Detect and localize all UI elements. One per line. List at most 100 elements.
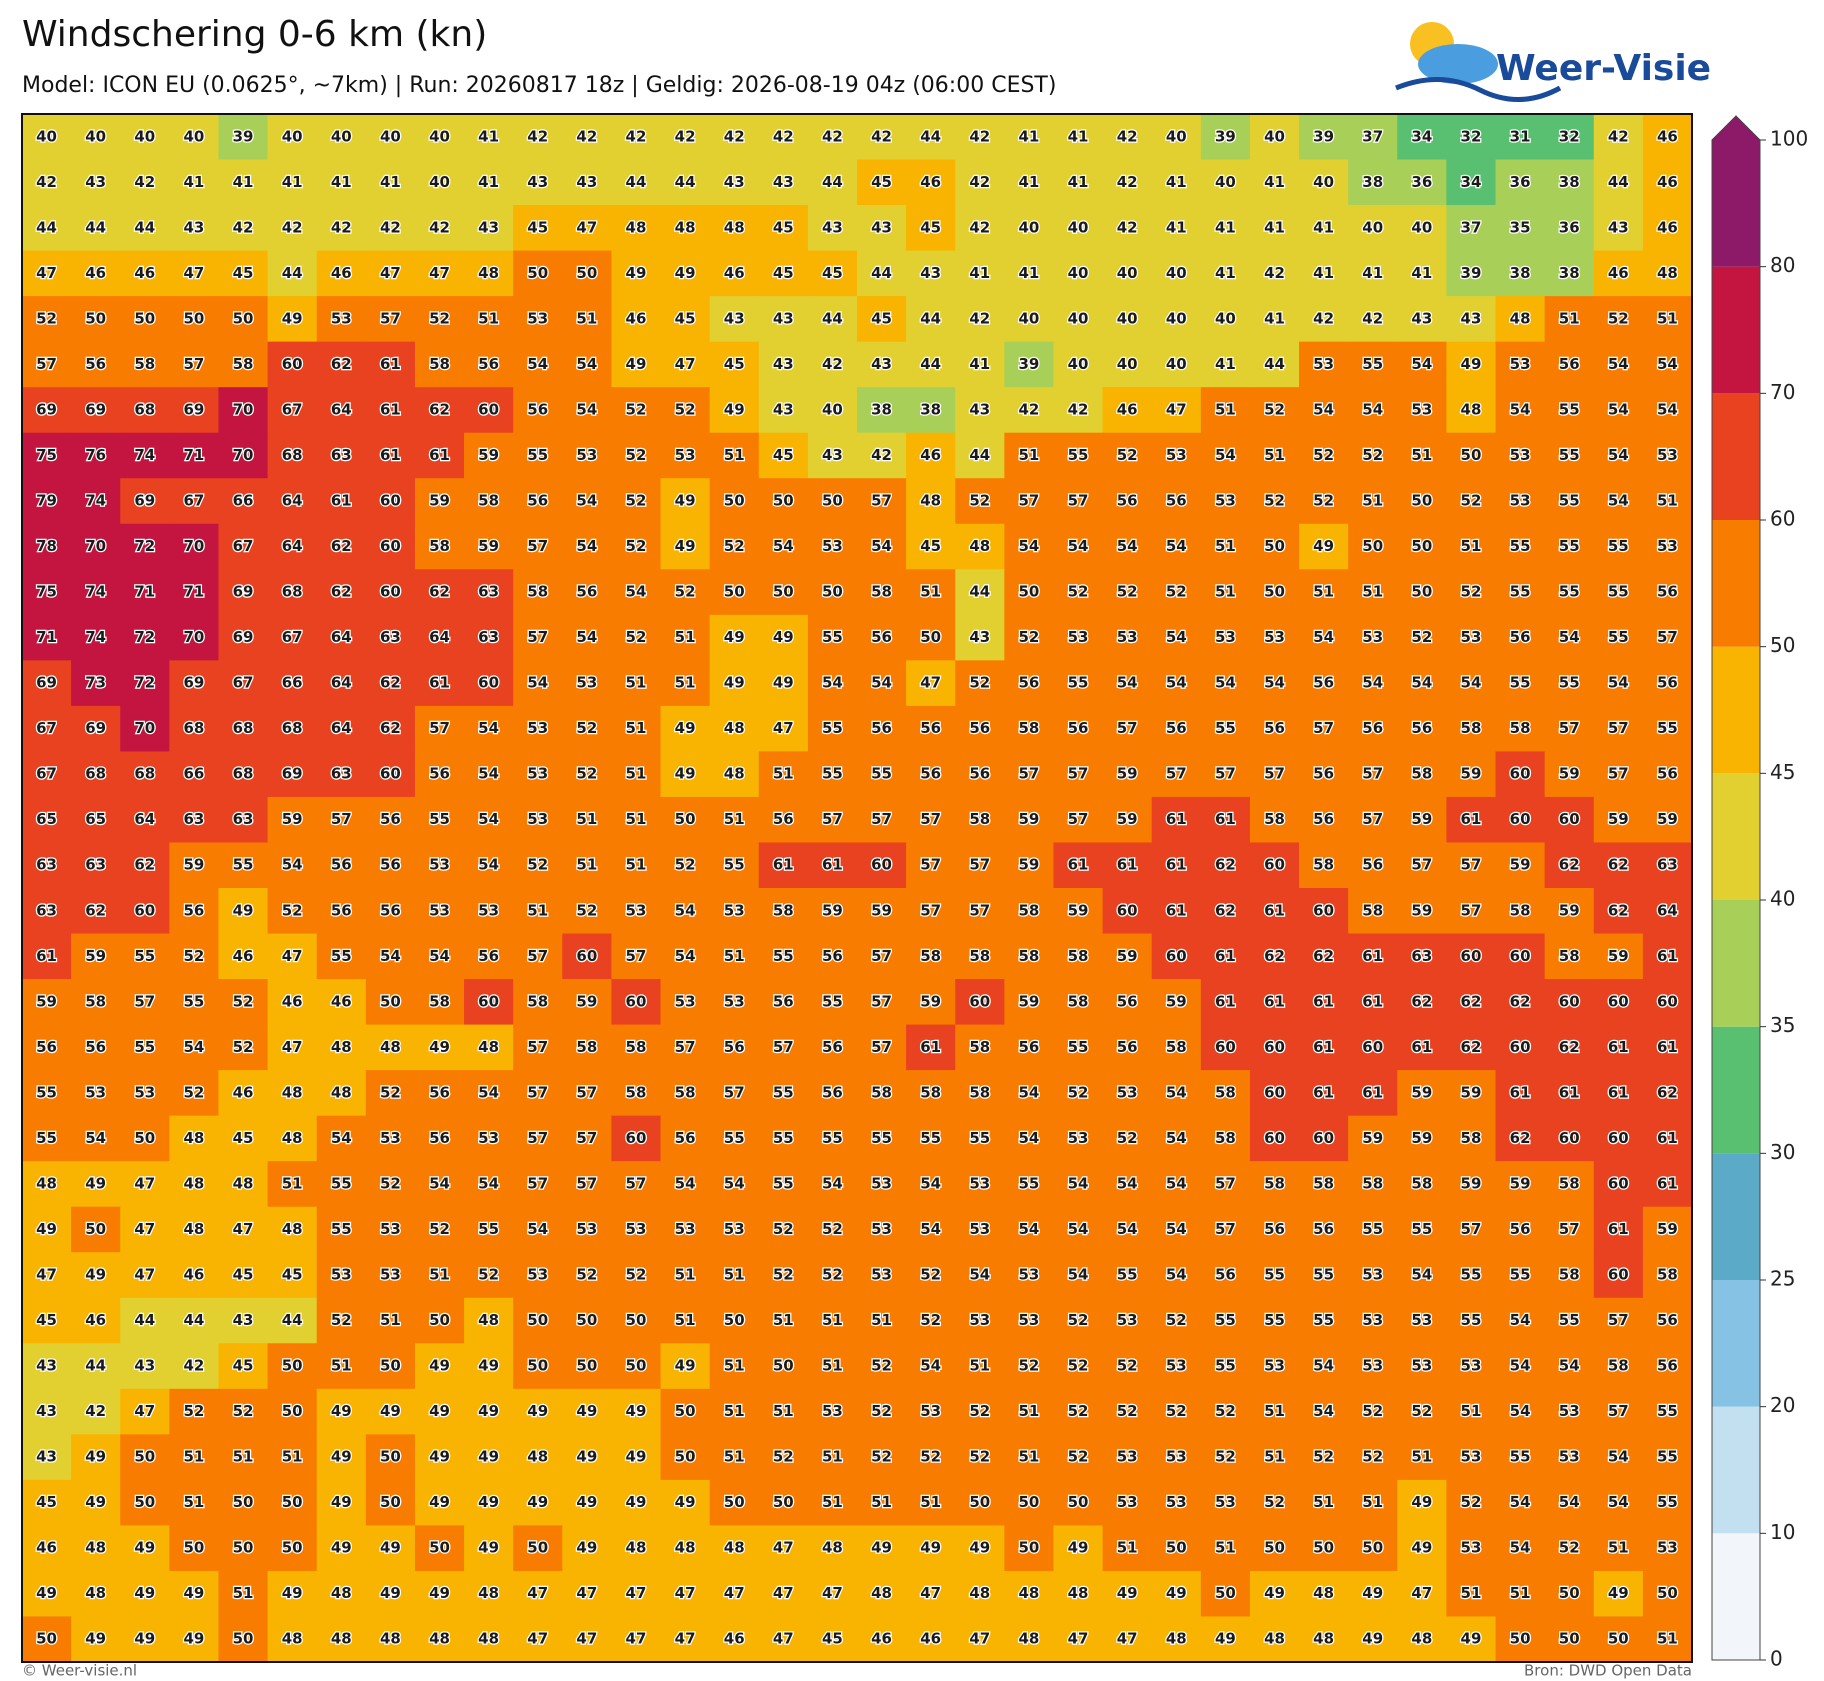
cell-value: 42	[1117, 173, 1138, 191]
cell	[1446, 296, 1497, 343]
cell	[267, 1115, 318, 1162]
cell-value: 50	[85, 309, 106, 327]
cell-value: 37	[1461, 218, 1482, 236]
cell-value: 49	[380, 1539, 401, 1557]
cell-value: 61	[380, 446, 401, 464]
cell-value: 49	[724, 628, 745, 646]
cell	[906, 205, 956, 252]
cell-value: 53	[920, 1402, 941, 1420]
cell	[1102, 1024, 1153, 1071]
cell-value: 42	[1362, 309, 1383, 327]
cell-value: 55	[871, 1129, 892, 1147]
cell	[562, 660, 612, 707]
cell	[316, 705, 367, 752]
cell-value: 47	[773, 719, 794, 737]
cell	[611, 1024, 662, 1071]
cell	[1151, 705, 1202, 752]
cell	[365, 705, 416, 752]
cell-value: 54	[1166, 1129, 1187, 1147]
cell-value: 49	[1362, 1630, 1383, 1648]
cell-value: 40	[1362, 218, 1383, 236]
cell	[807, 796, 858, 843]
cell	[709, 1206, 760, 1253]
cell	[660, 1070, 711, 1117]
cell	[1102, 432, 1153, 479]
colorbar-band	[1712, 393, 1760, 520]
cell-value: 47	[527, 1584, 548, 1602]
cell	[365, 341, 416, 388]
cell	[169, 1161, 219, 1208]
cell	[1200, 159, 1251, 206]
cell-value: 53	[724, 992, 745, 1010]
cell	[611, 341, 662, 388]
cell	[169, 250, 219, 297]
cell-value: 51	[233, 1584, 254, 1602]
cell-value: 39	[1018, 355, 1039, 373]
cell	[120, 341, 170, 388]
cell	[1446, 432, 1497, 479]
cell	[1053, 523, 1104, 570]
cell	[169, 296, 219, 343]
cell	[758, 751, 809, 798]
cell-value: 62	[331, 355, 352, 373]
cell-value: 46	[233, 947, 254, 965]
cell-value: 49	[675, 719, 696, 737]
cell-value: 51	[1608, 1539, 1629, 1557]
cell-value: 61	[1313, 992, 1334, 1010]
cell-value: 52	[380, 1174, 401, 1192]
cell	[316, 1252, 367, 1299]
cell	[1102, 796, 1153, 843]
cell-value: 45	[233, 1357, 254, 1375]
cell	[1200, 341, 1251, 388]
cell	[1495, 478, 1546, 525]
cell-value: 54	[331, 1129, 352, 1147]
cell-value: 44	[920, 355, 941, 373]
cell	[660, 296, 711, 343]
cell-value: 59	[1117, 947, 1138, 965]
cell	[1200, 296, 1251, 343]
cell	[955, 1070, 1005, 1117]
cell-value: 42	[1018, 400, 1039, 418]
cell	[513, 523, 563, 570]
cell	[464, 478, 514, 525]
cell	[414, 296, 465, 343]
cell	[758, 569, 809, 616]
cell	[660, 751, 711, 798]
cell-value: 53	[527, 810, 548, 828]
cell	[807, 1115, 858, 1162]
cell-value: 53	[1461, 628, 1482, 646]
cell-value: 52	[1068, 1357, 1089, 1375]
cell-value: 42	[969, 173, 990, 191]
cell-value: 43	[871, 218, 892, 236]
cell	[611, 979, 662, 1026]
cell	[22, 979, 72, 1026]
cell	[1348, 569, 1398, 616]
cell-value: 57	[1313, 719, 1334, 737]
colorbar-band	[1712, 646, 1760, 774]
cell-value: 47	[36, 264, 57, 282]
cell	[1151, 432, 1202, 479]
cell	[513, 569, 563, 616]
cell-value: 54	[576, 628, 597, 646]
cell-value: 50	[527, 1311, 548, 1329]
colorbar-label: 10	[1770, 1520, 1795, 1544]
cell	[906, 1206, 956, 1253]
cell-value: 61	[773, 856, 794, 874]
cell-value: 72	[134, 537, 155, 555]
cell	[1593, 979, 1644, 1026]
cell-value: 53	[1657, 446, 1678, 464]
cell	[1053, 569, 1104, 616]
cell	[1102, 1206, 1153, 1253]
cell	[513, 159, 563, 206]
cell-value: 60	[478, 992, 499, 1010]
cell-value: 75	[36, 446, 57, 464]
cell-value: 49	[282, 1584, 303, 1602]
cell-value: 67	[233, 537, 254, 555]
cell-value: 54	[1117, 537, 1138, 555]
cell	[955, 478, 1005, 525]
cell	[1053, 205, 1104, 252]
cell	[1593, 614, 1644, 661]
cell-value: 67	[36, 765, 57, 783]
colorbar-label: 20	[1770, 1393, 1795, 1417]
